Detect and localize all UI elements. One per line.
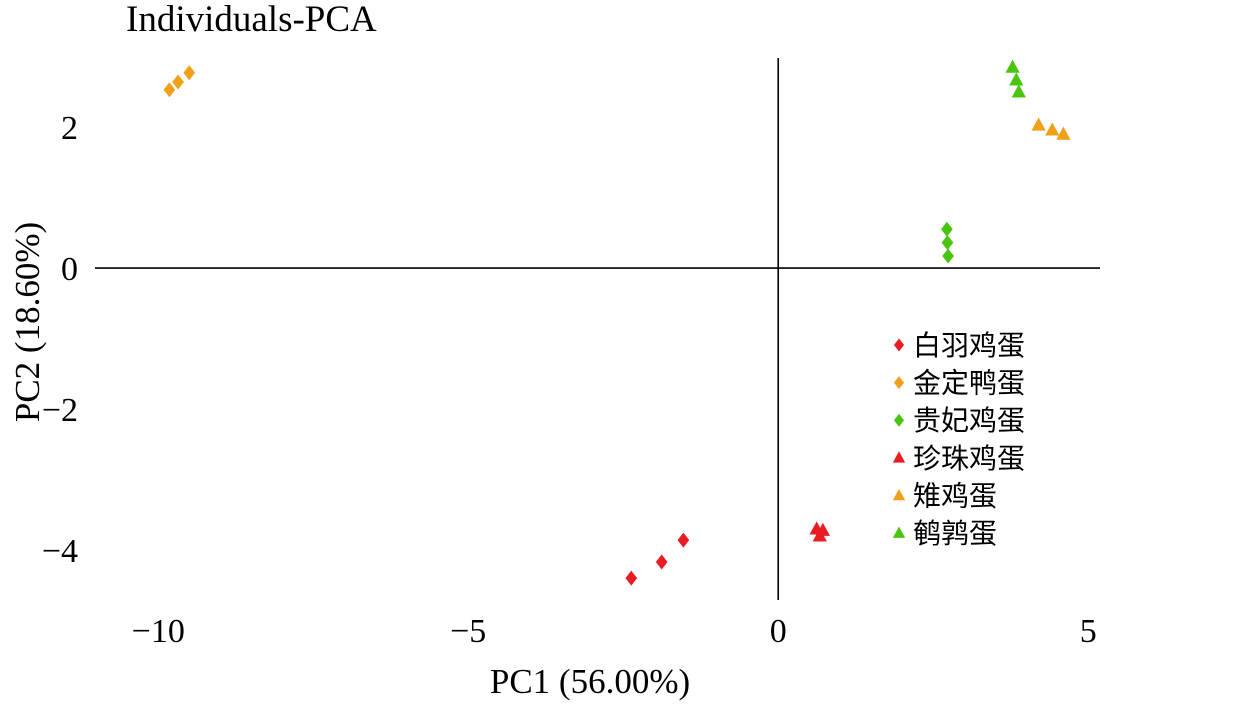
legend-marker <box>892 526 906 538</box>
data-point <box>625 570 638 586</box>
data-point <box>1011 84 1026 98</box>
data-point <box>1045 122 1060 136</box>
legend-label: 雉鸡蛋 <box>913 480 997 512</box>
data-point <box>812 528 827 542</box>
legend-label: 白羽鸡蛋 <box>913 330 1025 362</box>
y-tick-label: 0 <box>61 251 78 288</box>
chart-title: Individuals-PCA <box>126 0 377 40</box>
legend-label: 鹌鹑蛋 <box>913 518 997 550</box>
data-point <box>1005 59 1020 73</box>
data-point <box>163 82 176 98</box>
x-tick-label: 5 <box>1080 613 1097 650</box>
legend-label: 金定鸭蛋 <box>913 368 1025 400</box>
y-axis-label: PC2 (18.60%) <box>8 221 47 423</box>
y-tick-label: −2 <box>42 392 78 429</box>
legend-marker <box>893 338 905 352</box>
x-axis-label: PC1 (56.00%) <box>489 662 691 701</box>
data-point <box>1009 72 1024 86</box>
legend-label: 贵妃鸡蛋 <box>913 405 1025 437</box>
y-tick-label: 2 <box>61 110 78 147</box>
data-point <box>942 248 954 264</box>
y-tick-label: −4 <box>42 533 78 570</box>
data-point <box>1031 117 1046 131</box>
x-tick-label: −10 <box>132 613 185 650</box>
data-point <box>677 532 690 548</box>
legend-marker <box>892 488 906 501</box>
legend-marker <box>893 376 905 390</box>
data-point <box>941 235 954 251</box>
data-point <box>1056 126 1071 140</box>
x-tick-label: −5 <box>450 613 486 650</box>
data-point <box>172 74 184 90</box>
data-point <box>941 221 953 237</box>
data-point <box>655 554 668 570</box>
data-point <box>183 65 196 81</box>
legend-marker <box>892 451 906 463</box>
x-tick-label: 0 <box>770 613 787 650</box>
legend-marker <box>893 413 905 427</box>
legend-label: 珍珠鸡蛋 <box>913 443 1025 475</box>
